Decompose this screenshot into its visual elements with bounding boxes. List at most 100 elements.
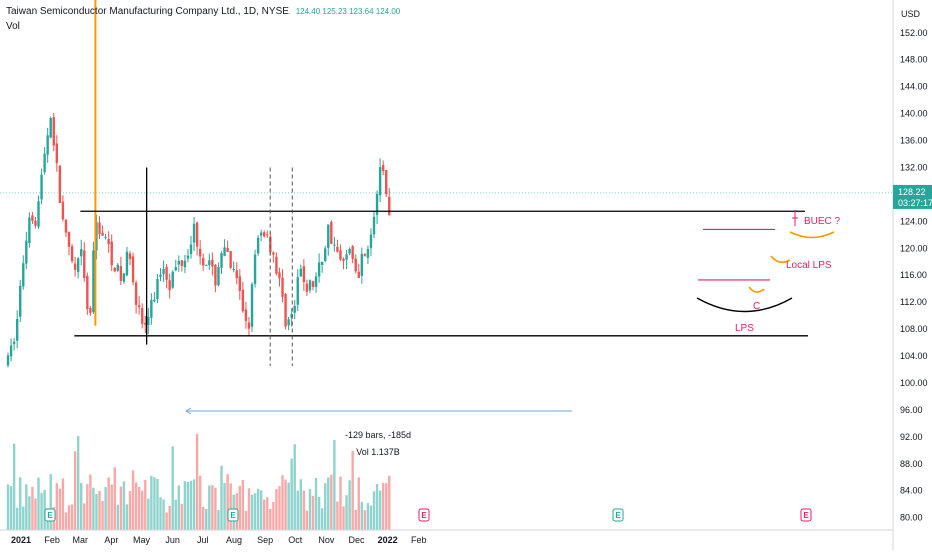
price-tick-label: 100.00 xyxy=(900,378,928,388)
volume-bar xyxy=(128,491,132,530)
earnings-marker[interactable]: E xyxy=(418,508,430,522)
candle-body xyxy=(372,216,376,235)
candle-body xyxy=(256,237,260,254)
price-tick-label: 144.00 xyxy=(900,82,928,92)
volume-bar xyxy=(296,490,299,530)
earnings-marker[interactable]: E xyxy=(44,508,56,522)
candle-body xyxy=(342,258,345,261)
candle-body xyxy=(195,222,199,247)
time-axis: 2021 Feb Mar Apr May Jun Jul Aug Sep Oct Nov Dec 202… xyxy=(0,529,893,545)
earnings-marker[interactable]: E xyxy=(800,508,812,522)
volume-bar xyxy=(381,482,385,530)
ohlc-values: 124.40 125.23 123.64 124.00 xyxy=(295,7,401,16)
candle-body xyxy=(46,135,49,155)
price-tick-label: 104.00 xyxy=(900,351,928,361)
candle-body xyxy=(116,264,120,271)
candle-body xyxy=(86,275,89,310)
candle-body xyxy=(211,259,214,267)
volume-bar xyxy=(372,491,376,530)
time-tick-label: 2021 xyxy=(11,535,31,545)
volume-bar xyxy=(388,475,391,530)
volume-bar xyxy=(70,504,74,530)
volume-bar xyxy=(302,490,306,530)
volume-bar xyxy=(375,484,379,530)
candle-body xyxy=(144,322,147,325)
candle-body xyxy=(253,254,257,284)
volume-bar xyxy=(311,495,315,530)
candle-body xyxy=(113,267,116,272)
volume-bar xyxy=(101,500,104,530)
volume-bar xyxy=(293,444,296,530)
volume-bar xyxy=(86,484,89,530)
candle-body xyxy=(284,294,287,327)
volume-bar xyxy=(110,484,113,530)
candle-body xyxy=(31,215,34,221)
volume-bar xyxy=(6,484,10,530)
volume-bar xyxy=(229,483,232,530)
countdown-timer: 03:27:17 xyxy=(898,198,932,208)
earnings-marker-box xyxy=(44,508,56,522)
volume-bar xyxy=(15,507,19,530)
candle-body xyxy=(76,258,80,272)
lps-label: LPS xyxy=(735,323,754,334)
volume-bar xyxy=(76,436,80,530)
volume-bar xyxy=(269,508,272,530)
volume-bar xyxy=(125,504,129,530)
candle-body xyxy=(220,253,223,268)
candle-body xyxy=(34,220,37,226)
candle-body xyxy=(293,305,296,313)
candle-body xyxy=(244,309,248,321)
earnings-marker-letter: E xyxy=(421,511,427,520)
volume-bar xyxy=(208,485,211,530)
volume-bar xyxy=(324,483,327,530)
candle-body xyxy=(263,232,266,237)
time-tick-label: Feb xyxy=(44,535,60,545)
symbol-title[interactable]: Taiwan Semiconductor Manufacturing Compa… xyxy=(6,6,289,17)
earnings-marker[interactable]: E xyxy=(227,508,239,522)
candle-body xyxy=(110,241,113,266)
volume-bar xyxy=(171,446,174,530)
time-tick-label: Oct xyxy=(288,535,303,545)
currency-label: USD xyxy=(901,9,921,19)
volume-bar xyxy=(330,474,333,530)
candle-body xyxy=(61,201,65,220)
volume-bar xyxy=(98,490,101,530)
earnings-marker[interactable]: E xyxy=(612,508,624,522)
candle-body xyxy=(330,222,333,244)
volume-bar xyxy=(22,506,25,530)
volume-bar xyxy=(256,488,260,530)
volume-bar xyxy=(385,483,388,530)
candle-body xyxy=(366,249,370,258)
candle-body xyxy=(327,224,330,248)
volume-bar xyxy=(134,482,138,530)
volume-bar xyxy=(31,486,34,530)
candle-body xyxy=(19,285,22,317)
volume-bar xyxy=(357,477,360,530)
candle-body xyxy=(336,246,339,252)
buec-label: BUEC ? xyxy=(804,216,841,227)
candle-body xyxy=(311,281,315,287)
volume-bar xyxy=(354,509,357,530)
volume-bar xyxy=(141,490,144,530)
measure-arrow-head xyxy=(185,407,192,415)
volume-bar xyxy=(174,499,177,530)
price-tick-label: 80.00 xyxy=(900,513,923,523)
candle-body xyxy=(269,236,272,252)
time-tick-label: Mar xyxy=(73,535,89,545)
lps-arc xyxy=(696,297,793,313)
volume-bar xyxy=(281,475,284,530)
price-tick-label: 92.00 xyxy=(900,432,923,442)
drawings: -129 bars, -185d Vol 1.137B BUEC ? Local LP… xyxy=(0,0,893,522)
volume-bar xyxy=(147,498,150,530)
earnings-marker-box xyxy=(227,508,239,522)
volume-bar xyxy=(73,451,77,530)
candle-body xyxy=(351,246,354,259)
price-tick-label: 96.00 xyxy=(900,405,923,415)
volume-bar xyxy=(104,487,107,530)
volume-bar xyxy=(119,486,123,530)
earnings-marker-letter: E xyxy=(803,511,809,520)
volume-legend-label[interactable]: Vol xyxy=(6,21,20,32)
